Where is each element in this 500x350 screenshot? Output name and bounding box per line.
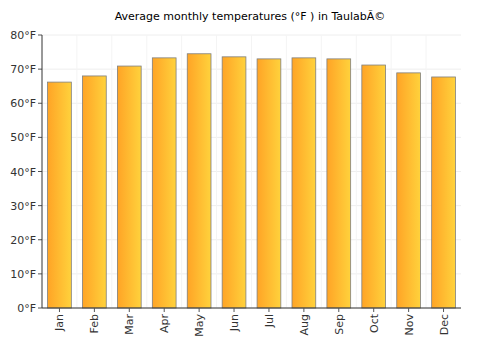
x-tick bbox=[129, 308, 130, 312]
bar bbox=[117, 66, 141, 308]
y-tick-label: 80°F bbox=[10, 29, 36, 42]
grid-line-vertical bbox=[286, 35, 287, 308]
x-tick bbox=[443, 308, 444, 312]
bar bbox=[187, 54, 211, 308]
grid-line-vertical bbox=[111, 35, 112, 308]
x-tick-label: Apr bbox=[158, 314, 171, 334]
y-tick bbox=[38, 239, 42, 240]
x-tick-label: Jul bbox=[263, 314, 276, 328]
y-tick bbox=[38, 273, 42, 274]
title: Average monthly temperatures (°F ) in Ta… bbox=[115, 10, 386, 23]
x-tick bbox=[373, 308, 374, 312]
bar bbox=[397, 73, 421, 308]
x-tick bbox=[59, 308, 60, 312]
x-tick-label: Oct bbox=[368, 313, 381, 333]
bar bbox=[362, 65, 386, 308]
x-tick bbox=[268, 308, 269, 312]
bar bbox=[222, 57, 246, 308]
y-tick-label: 30°F bbox=[10, 200, 36, 213]
chart-container: Average monthly temperatures (°F ) in Ta… bbox=[0, 0, 500, 350]
y-tick-label: 10°F bbox=[10, 268, 36, 281]
y-tick bbox=[38, 69, 42, 70]
x-tick-label: Sep bbox=[333, 314, 346, 335]
y-axis bbox=[42, 35, 43, 308]
x-tick bbox=[164, 308, 165, 312]
y-tick-label: 50°F bbox=[10, 131, 36, 144]
x-tick-label: Aug bbox=[298, 314, 311, 335]
y-tick bbox=[38, 308, 42, 309]
bar bbox=[83, 76, 107, 308]
grid-line bbox=[42, 308, 461, 309]
grid-line-vertical bbox=[181, 35, 182, 308]
grid-line-vertical bbox=[146, 35, 147, 308]
y-tick bbox=[38, 171, 42, 172]
y-tick bbox=[38, 35, 42, 36]
bar bbox=[48, 82, 72, 308]
x-tick bbox=[338, 308, 339, 312]
y-tick-label: 0°F bbox=[17, 302, 36, 315]
y-tick-label: 60°F bbox=[10, 97, 36, 110]
x-tick-label: May bbox=[193, 314, 206, 337]
grid-line-vertical bbox=[426, 35, 427, 308]
grid-line-vertical bbox=[356, 35, 357, 308]
x-tick bbox=[408, 308, 409, 312]
y-tick bbox=[38, 137, 42, 138]
chart-svg: Average monthly temperatures (°F ) in Ta… bbox=[0, 0, 500, 350]
grid-line-vertical bbox=[216, 35, 217, 308]
x-tick-label: Jun bbox=[228, 314, 241, 332]
x-tick-label: Feb bbox=[88, 314, 101, 333]
bar bbox=[292, 58, 316, 308]
x-tick-label: Dec bbox=[438, 314, 451, 335]
grid-line-vertical bbox=[321, 35, 322, 308]
y-tick bbox=[38, 103, 42, 104]
grid-line-vertical bbox=[76, 35, 77, 308]
bar bbox=[257, 59, 281, 308]
x-tick bbox=[234, 308, 235, 312]
x-tick bbox=[303, 308, 304, 312]
x-tick bbox=[94, 308, 95, 312]
bar bbox=[327, 59, 351, 308]
x-tick-label: Mar bbox=[123, 314, 136, 335]
grid-line-vertical bbox=[391, 35, 392, 308]
bar bbox=[152, 58, 176, 308]
x-tick bbox=[199, 308, 200, 312]
y-tick-label: 20°F bbox=[10, 234, 36, 247]
x-axis bbox=[42, 308, 461, 309]
bar bbox=[432, 77, 456, 308]
x-tick-label: Nov bbox=[403, 314, 416, 336]
y-tick-label: 70°F bbox=[10, 63, 36, 76]
grid-line-vertical bbox=[251, 35, 252, 308]
y-tick bbox=[38, 205, 42, 206]
x-tick-label: Jan bbox=[53, 314, 66, 332]
y-tick-label: 40°F bbox=[10, 166, 36, 179]
